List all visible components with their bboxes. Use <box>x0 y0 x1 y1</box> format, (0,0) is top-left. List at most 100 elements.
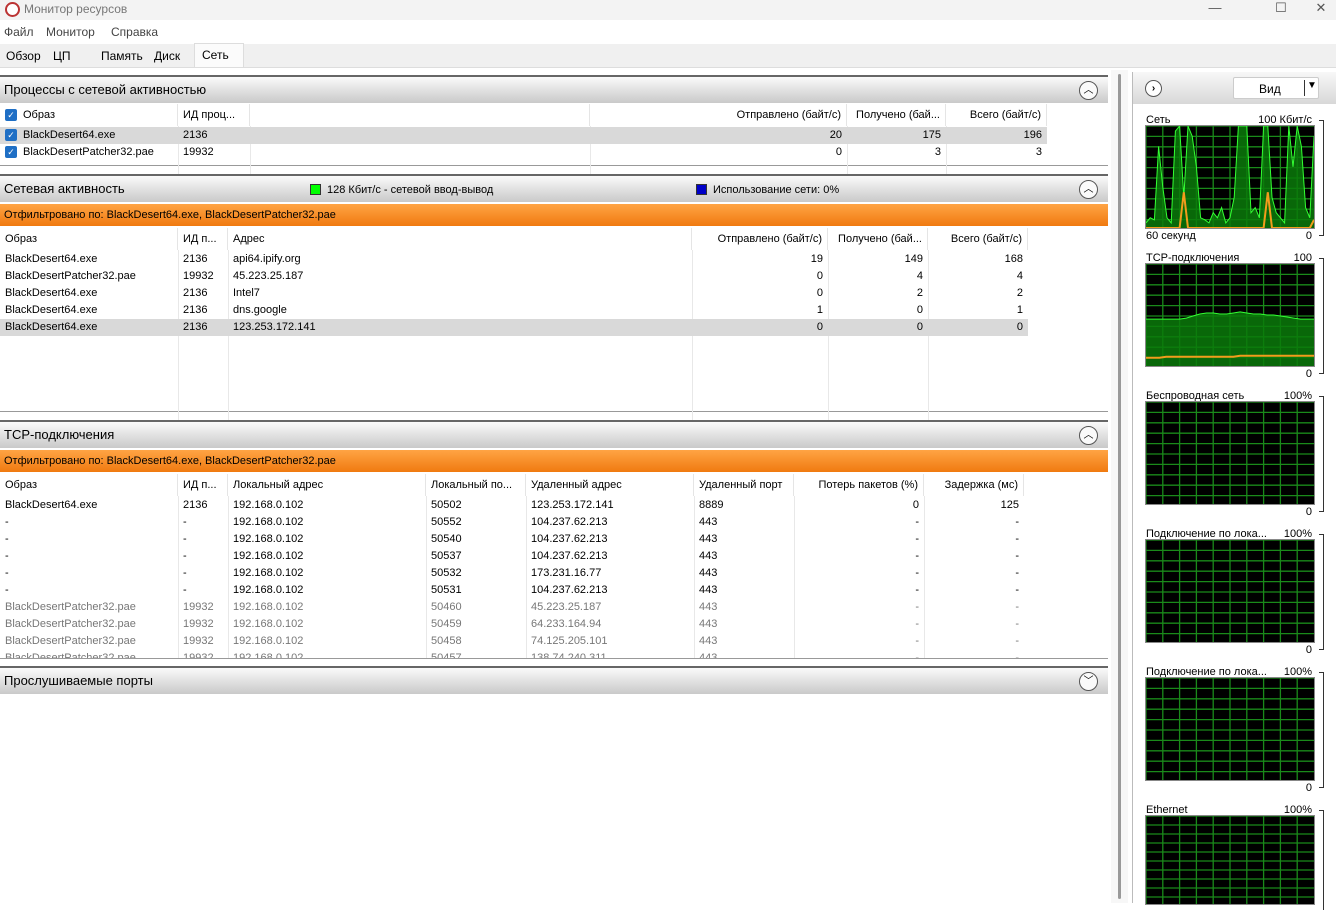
tab-overview[interactable]: Обзор <box>6 49 41 63</box>
view-dropdown[interactable]: Вид ▼ <box>1233 77 1319 99</box>
menu-help[interactable]: Справка <box>111 25 159 39</box>
table-row[interactable]: BlackDesert64.exe 2136 123.253.172.141 0 0 0 <box>0 319 1028 336</box>
table-row[interactable]: BlackDesert64.exe 2136 api64.ipify.org 19 14… <box>0 251 1028 268</box>
column-header[interactable]: Удаленный адрес <box>526 474 694 496</box>
table-row[interactable]: - - 192.168.0.102 50531 104.237.62.213 443 - - <box>0 582 1024 599</box>
main-scrollbar[interactable] <box>1111 70 1128 903</box>
table-cell: 50457 <box>431 652 462 659</box>
close-button[interactable]: ✕ <box>1315 0 1327 15</box>
network-activity-table: Образ ИД п... Адрес Отправлено (байт/с) Полу… <box>0 228 1108 433</box>
tab-disk[interactable]: Диск <box>154 49 181 63</box>
table-cell: 443 <box>699 533 718 545</box>
table-cell: 4 <box>1016 270 1023 282</box>
graph-max-label: 100% <box>1283 804 1312 816</box>
checkbox-checked-icon[interactable]: ✓ <box>5 109 17 122</box>
table-row[interactable]: - - 192.168.0.102 50552 104.237.62.213 443 - - <box>0 514 1024 531</box>
column-header[interactable]: Образ <box>0 228 178 250</box>
minimize-button[interactable]: — <box>1208 0 1222 15</box>
column-header[interactable]: Задержка (мс) <box>924 474 1024 496</box>
graphs-panel: › Вид ▼ Сеть 100 Кбит/с 60 секунд 0 TCP-подк… <box>1132 72 1336 910</box>
column-divider <box>847 126 848 187</box>
table-cell: 125 <box>1000 499 1019 511</box>
column-header[interactable]: Образ <box>0 474 178 496</box>
column-header[interactable]: Локальный адрес <box>228 474 426 496</box>
usage-legend: Использование сети: 0% <box>696 176 839 203</box>
column-header[interactable]: Потерь пакетов (%) <box>794 474 924 496</box>
column-header[interactable] <box>250 104 590 126</box>
graph-scale-bracket <box>1319 258 1324 374</box>
table-cell: 104.237.62.213 <box>531 550 608 562</box>
scrollbar-thumb[interactable] <box>1118 74 1121 899</box>
table-row[interactable]: ✓ BlackDesertPatcher32.pae 19932 0 3 3 <box>0 144 1047 161</box>
graph-max-label: 100 <box>1293 252 1312 264</box>
collapse-chevron-up-icon[interactable]: ︿ <box>1079 81 1098 100</box>
table-row[interactable]: BlackDesert64.exe 2136 192.168.0.102 50502 1… <box>0 497 1024 514</box>
column-header[interactable]: Получено (бай... <box>828 228 928 250</box>
column-header[interactable]: ИД проц... <box>178 104 250 126</box>
table-cell: - <box>183 516 187 528</box>
column-header[interactable]: Удаленный порт <box>694 474 794 496</box>
column-header[interactable]: Получено (бай... <box>847 104 946 126</box>
table-cell: - <box>1015 567 1019 579</box>
collapse-panel-chevron-right-icon[interactable]: › <box>1145 80 1162 97</box>
column-header-label: Образ <box>23 109 56 121</box>
column-header[interactable]: ИД п... <box>178 228 228 250</box>
checkbox-checked-icon[interactable]: ✓ <box>5 129 17 142</box>
table-cell: BlackDesertPatcher32.pae <box>5 601 136 613</box>
table-row[interactable]: BlackDesertPatcher32.pae 19932 192.168.0.1… <box>0 650 1024 659</box>
table-cell: 19932 <box>183 652 214 659</box>
window-title: Монитор ресурсов <box>24 2 128 16</box>
table-row[interactable]: - - 192.168.0.102 50537 104.237.62.213 443 - - <box>0 548 1024 565</box>
network-activity-section-header[interactable]: Сетевая активность 128 Кбит/с - сетевой … <box>0 174 1108 202</box>
table-row[interactable]: ✓ BlackDesert64.exe 2136 20 175 196 <box>0 127 1047 144</box>
table-row[interactable]: - - 192.168.0.102 50540 104.237.62.213 443 - - <box>0 531 1024 548</box>
table-row[interactable]: BlackDesert64.exe 2136 Intel7 0 2 2 <box>0 285 1028 302</box>
column-header[interactable]: ✓ Образ <box>0 104 178 126</box>
column-header[interactable]: Отправлено (байт/с) <box>590 104 847 126</box>
table-cell: 19932 <box>183 601 214 613</box>
column-divider <box>178 126 179 187</box>
table-cell: 138.74.240.311 <box>531 652 607 659</box>
tab-network[interactable]: Сеть <box>194 43 244 67</box>
collapse-chevron-up-icon[interactable]: ︿ <box>1079 426 1098 445</box>
column-header[interactable]: Всего (байт/с) <box>928 228 1028 250</box>
listening-ports-section-header[interactable]: Прослушиваемые порты ﹀ <box>0 666 1108 694</box>
graph-canvas <box>1145 124 1315 230</box>
menu-file[interactable]: Файл <box>4 25 34 39</box>
table-cell: 3 <box>1035 146 1042 158</box>
table-row[interactable]: BlackDesertPatcher32.pae 19932 45.223.25.1… <box>0 268 1028 285</box>
table-row[interactable]: BlackDesertPatcher32.pae 19932 192.168.0.1… <box>0 616 1024 633</box>
table-row[interactable]: BlackDesert64.exe 2136 dns.google 1 0 1 <box>0 302 1028 319</box>
processes-section-header[interactable]: Процессы с сетевой активностью ︿ <box>0 75 1108 103</box>
column-divider <box>250 126 251 187</box>
table-cell: 104.237.62.213 <box>531 584 608 596</box>
collapse-chevron-up-icon[interactable]: ︿ <box>1079 180 1098 199</box>
table-cell: dns.google <box>233 304 287 316</box>
graph-label: Подключение по лока... <box>1146 528 1267 540</box>
network-activity-title: Сетевая активность <box>4 181 125 196</box>
table-row[interactable]: BlackDesertPatcher32.pae 19932 192.168.0.1… <box>0 599 1024 616</box>
expand-chevron-down-icon[interactable]: ﹀ <box>1079 672 1098 691</box>
table-cell: BlackDesert64.exe <box>5 253 98 265</box>
column-header[interactable]: Всего (байт/с) <box>946 104 1047 126</box>
tcp-section-header[interactable]: TCP-подключения ︿ <box>0 420 1108 448</box>
column-header[interactable]: Адрес <box>228 228 692 250</box>
maximize-button[interactable]: ☐ <box>1275 0 1287 15</box>
column-header[interactable]: Отправлено (байт/с) <box>692 228 828 250</box>
table-row[interactable]: - - 192.168.0.102 50532 173.231.16.77 443 - - <box>0 565 1024 582</box>
table-cell: 104.237.62.213 <box>531 533 608 545</box>
checkbox-checked-icon[interactable]: ✓ <box>5 146 17 159</box>
column-divider <box>590 126 591 187</box>
title-bar: Монитор ресурсов — ☐ ✕ <box>0 0 1336 20</box>
table-cell: 149 <box>904 253 923 265</box>
column-header[interactable]: ИД п... <box>178 474 228 496</box>
tab-memory[interactable]: Память <box>101 49 143 63</box>
table-row[interactable]: BlackDesertPatcher32.pae 19932 192.168.0.1… <box>0 633 1024 650</box>
column-header[interactable]: Локальный по... <box>426 474 526 496</box>
tab-cpu[interactable]: ЦП <box>53 49 71 63</box>
table-cell: 168 <box>1004 253 1023 265</box>
menu-monitor[interactable]: Монитор <box>46 25 95 39</box>
table-cell: 50458 <box>431 635 462 647</box>
table-cell: 0 <box>816 270 823 282</box>
usage-legend-swatch <box>696 184 707 196</box>
